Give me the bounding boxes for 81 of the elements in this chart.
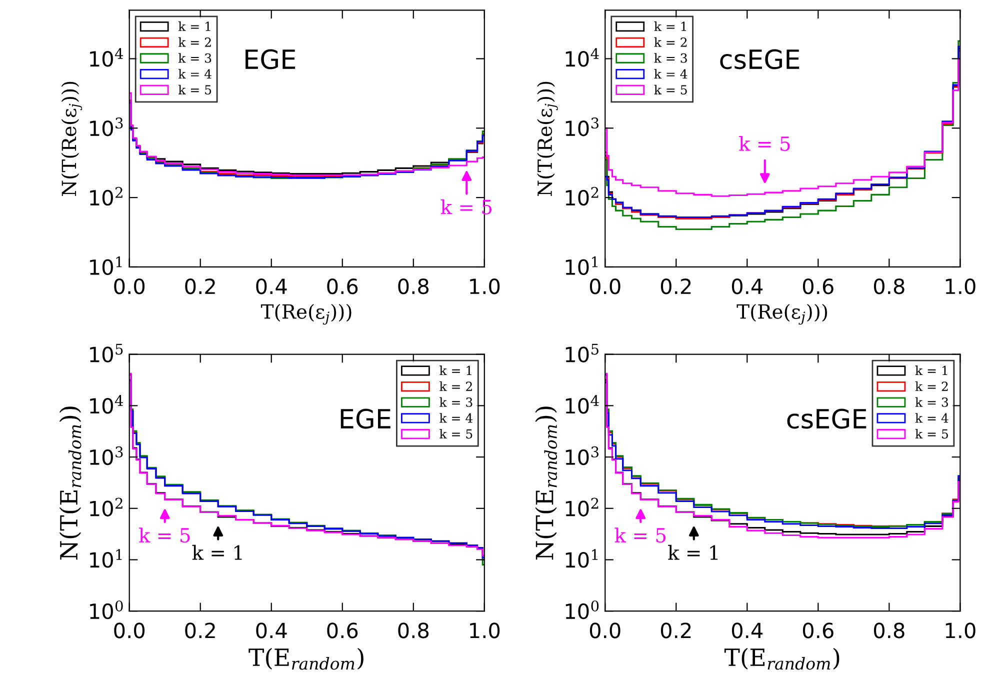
legend-label: k = 5 — [654, 84, 687, 94]
y-tick-label: 10$^{1}$ — [90, 549, 122, 568]
y-tick-label: 10$^{3}$ — [566, 118, 598, 136]
x-tick-label: 0.8 — [398, 278, 429, 294]
legend-label: k = 1 — [440, 366, 472, 376]
legend-label: k = 2 — [178, 37, 211, 47]
x-tick-label: 0.4 — [732, 278, 763, 294]
annotation: csEGE — [720, 49, 800, 70]
y-tick-label: 10$^{0}$ — [90, 600, 123, 620]
legend-label: k = 4 — [178, 68, 212, 78]
annotation: k = 1 — [192, 544, 242, 560]
legend-label: k = 2 — [440, 381, 472, 391]
y-axis-title: N(T(Re(ε$_{j}$))) — [537, 82, 558, 196]
legend-label: k = 4 — [915, 413, 948, 423]
annotation: k = 5 — [614, 528, 666, 543]
y-tick-label: 10$^{2}$ — [566, 186, 598, 206]
y-tick-label: 10$^{2}$ — [90, 186, 122, 206]
y-axis-title: N(T(Re(ε$_{j}$))) — [61, 82, 82, 196]
legend-label: k = 3 — [654, 53, 687, 63]
y-tick-label: 10$^{3}$ — [90, 118, 123, 136]
legend-label: k = 4 — [440, 413, 473, 423]
x-tick-label: 0.0 — [114, 278, 145, 294]
y-tick-label: 10$^{5}$ — [566, 344, 598, 362]
x-tick-label: 1.0 — [946, 622, 976, 638]
legend-label: k = 1 — [654, 21, 686, 31]
x-tick-label: 0.0 — [590, 278, 620, 294]
x-tick-label: 0.4 — [732, 622, 763, 638]
x-tick-label: 0.0 — [590, 622, 620, 638]
x-tick-label: 0.2 — [660, 278, 691, 294]
legend-label: k = 1 — [178, 21, 210, 31]
legend-label: k = 5 — [915, 428, 948, 439]
y-tick-label: 10$^{2}$ — [90, 498, 122, 516]
legend-label: k = 3 — [178, 53, 212, 63]
x-tick-label: 0.2 — [185, 622, 215, 638]
y-tick-label: 10$^{4}$ — [90, 48, 124, 67]
annotation: csEGE — [787, 408, 866, 429]
y-axis-title: N(T(E$_{random}$)) — [59, 406, 82, 560]
legend-label: k = 2 — [915, 381, 948, 391]
annotation: k = 5 — [139, 528, 190, 543]
x-tick-label: 1.0 — [470, 278, 500, 294]
x-tick-label: 0.8 — [874, 622, 904, 638]
x-tick-label: 0.8 — [874, 278, 904, 294]
annotation: k = 5 — [739, 136, 790, 152]
y-axis-title: N(T(E$_{random}$)) — [535, 406, 558, 560]
x-tick-label: 0.6 — [327, 278, 358, 294]
y-tick-label: 10$^{1}$ — [566, 549, 598, 568]
legend-label: k = 3 — [915, 397, 948, 407]
y-tick-label: 10$^{3}$ — [90, 446, 123, 466]
x-tick-label: 0.6 — [802, 278, 834, 294]
x-tick-label: 0.4 — [256, 278, 287, 294]
legend-label: k = 4 — [654, 68, 688, 78]
y-tick-label: 10$^{1}$ — [90, 256, 122, 276]
legend-label: k = 3 — [440, 397, 472, 407]
x-tick-label: 0.6 — [802, 622, 834, 638]
y-tick-label: 10$^{2}$ — [566, 498, 598, 516]
y-tick-label: 10$^{3}$ — [566, 446, 598, 466]
x-tick-label: 0.4 — [256, 622, 287, 638]
x-tick-label: 1.0 — [470, 622, 500, 638]
x-tick-label: 0.8 — [398, 622, 429, 638]
x-tick-label: 0.2 — [660, 622, 691, 638]
x-tick-label: 0.2 — [185, 278, 215, 294]
legend-label: k = 1 — [915, 366, 948, 376]
x-axis-title: T(Re(ε$_{j}$))) — [260, 304, 352, 325]
y-tick-label: 10$^{4}$ — [566, 395, 599, 414]
x-tick-label: 1.0 — [946, 278, 976, 294]
x-axis-title: T(E$_{random}$) — [248, 648, 364, 670]
x-axis-title: T(Re(ε$_{j}$))) — [736, 304, 828, 325]
y-tick-label: 10$^{1}$ — [566, 256, 598, 276]
legend-label: k = 2 — [654, 37, 687, 47]
y-tick-label: 10$^{5}$ — [90, 344, 123, 362]
x-axis-title: T(E$_{random}$) — [724, 648, 840, 670]
x-tick-label: 0.6 — [327, 622, 358, 638]
annotation: EGE — [340, 408, 390, 429]
annotation: EGE — [246, 49, 296, 70]
legend-label: k = 5 — [178, 84, 212, 94]
y-tick-label: 10$^{4}$ — [566, 48, 599, 67]
annotation: k = 1 — [668, 544, 718, 560]
y-tick-label: 10$^{0}$ — [566, 600, 599, 620]
y-tick-label: 10$^{4}$ — [90, 395, 124, 414]
legend-label: k = 5 — [440, 428, 472, 439]
x-tick-label: 0.0 — [114, 622, 145, 638]
